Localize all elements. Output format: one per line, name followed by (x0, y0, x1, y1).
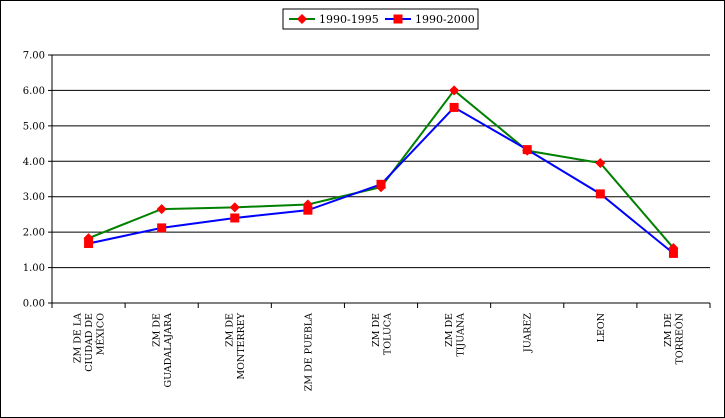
y-tick-label: 4.00 (23, 157, 45, 168)
series-line-1 (88, 88, 675, 249)
x-category-label: ZM DE LA (73, 313, 84, 363)
diamond-marker (448, 85, 460, 96)
diamond-marker (156, 203, 167, 215)
y-tick-label: 5.00 (23, 121, 45, 132)
square-marker (595, 189, 605, 199)
square-marker (393, 14, 403, 24)
square-marker (303, 205, 313, 215)
square-marker (668, 248, 678, 258)
square-marker (522, 145, 532, 155)
square-marker (84, 238, 94, 248)
x-category-label: CIUDAD DE (84, 313, 95, 372)
legend-label: 1990-2000 (415, 13, 475, 26)
y-tick-label: 1.00 (23, 263, 45, 274)
square-marker (449, 102, 459, 112)
square-marker (376, 179, 386, 189)
x-category-label: GUADALAJARA (163, 313, 174, 388)
x-category-label: JUAREZ (523, 313, 534, 353)
x-category-label: TOLUCA (382, 313, 393, 355)
square-marker (230, 213, 240, 223)
x-category-label: ZM DE (151, 313, 162, 347)
y-tick-label: 3.00 (23, 192, 45, 203)
diamond-marker (229, 202, 240, 213)
x-category-label: MONTERREY (236, 312, 247, 379)
x-category-label: LEON (596, 313, 607, 342)
diamond-marker (296, 13, 308, 25)
legend-box (282, 8, 479, 30)
diamond-marker (595, 157, 606, 169)
x-category-label: ZM DE (444, 313, 455, 347)
y-tick-label: 2.00 (23, 228, 45, 239)
x-category-label: TORREÓN (674, 313, 686, 364)
x-category-label: ZM DE (225, 313, 236, 347)
legend-label: 1990-1995 (319, 13, 379, 26)
x-category-label: ZM DE (371, 313, 382, 347)
y-tick-label: 0.00 (23, 299, 45, 310)
x-category-label: TIJUANA (455, 313, 466, 357)
square-marker (157, 223, 167, 233)
x-category-label: ZM DE (663, 313, 674, 347)
x-category-label: ZM DE PUEBLA (303, 313, 314, 391)
y-tick-label: 7.00 (23, 51, 45, 62)
x-category-label: MÉXICO (95, 313, 107, 355)
y-tick-label: 6.00 (23, 86, 45, 97)
